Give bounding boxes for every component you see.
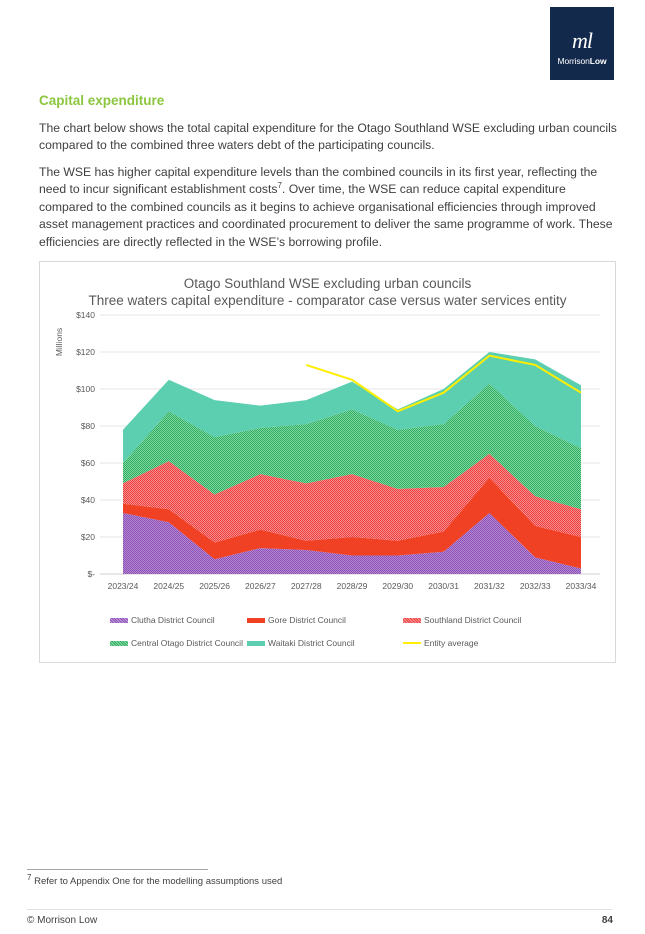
legend-item-clutha: Clutha District Council <box>110 615 215 625</box>
chart-title: Otago Southland WSE excluding urban coun… <box>183 276 472 291</box>
chart-legend: Clutha District Council Gore District Co… <box>40 612 615 652</box>
area-gore <box>123 477 581 569</box>
legend-swatch-clutha <box>110 617 128 623</box>
legend-item-gore: Gore District Council <box>247 615 346 625</box>
x-tick-label: 2025/26 <box>199 581 230 591</box>
legend-item-entity-average: Entity average <box>403 638 478 648</box>
entity-average-line <box>305 354 582 413</box>
legend-swatch-waitaki <box>247 640 265 646</box>
x-tick-label: 2028/29 <box>337 581 368 591</box>
x-tick-label: 2023/24 <box>108 581 139 591</box>
x-tick-label: 2024/25 <box>153 581 184 591</box>
logo-wordmark: MorrisonLow <box>557 55 607 66</box>
y-tick-label: $60 <box>81 458 95 468</box>
x-tick-label: 2026/27 <box>245 581 276 591</box>
chart-plot-area: $- $20 $40 $60 $80 $100 $120 $140 2023/24 2024/2… <box>54 310 600 591</box>
footnote-ref[interactable]: 7 <box>277 181 282 191</box>
page-number: 84 <box>601 915 613 926</box>
y-tick-label: $140 <box>76 310 95 320</box>
y-tick-label: $40 <box>81 495 95 505</box>
x-tick-label: 2032/33 <box>520 581 551 591</box>
x-tick-label: 2031/32 <box>474 581 505 591</box>
y-tick-label: $- <box>87 569 95 579</box>
legend-swatch-central-otago <box>110 640 128 646</box>
stacked-areas <box>123 352 581 574</box>
legend-item-central-otago: Central Otago District Council <box>110 638 243 648</box>
x-tick-label: 2033/34 <box>566 581 597 591</box>
legend-swatch-entity-average <box>403 642 421 644</box>
area-waitaki <box>123 352 581 463</box>
y-tick-label: $20 <box>81 532 95 542</box>
x-tick-label: 2030/31 <box>428 581 459 591</box>
area-southland <box>123 453 581 543</box>
legend-swatch-gore <box>247 617 265 623</box>
area-central-otago <box>123 383 581 510</box>
footer-copyright: © Morrison Low <box>27 915 98 926</box>
line-entity-average <box>305 354 582 413</box>
logo-mark: ml <box>572 27 593 53</box>
y-axis-title: Millions <box>54 328 64 356</box>
footnote-divider <box>27 869 208 870</box>
chart-subtitle: Three waters capital expenditure - compa… <box>88 293 567 308</box>
footer-divider <box>27 909 612 910</box>
paragraph-intro: The chart below shows the total capital … <box>39 121 617 153</box>
footnote: 7 Refer to Appendix One for the modellin… <box>27 872 283 887</box>
morrison-low-logo: ml MorrisonLow <box>550 7 614 80</box>
legend-item-waitaki: Waitaki District Council <box>247 638 355 648</box>
area-clutha <box>123 512 581 574</box>
x-tick-label: 2027/28 <box>291 581 322 591</box>
y-tick-label: $100 <box>76 384 95 394</box>
legend-swatch-southland <box>403 617 421 623</box>
y-tick-label: $80 <box>81 421 95 431</box>
paragraph-efficiencies: The WSE has higher capital expenditure l… <box>39 165 613 249</box>
section-heading: Capital expenditure <box>39 93 165 108</box>
x-axis-labels: 2023/24 2024/25 2025/26 2026/27 2027/28 2028/… <box>108 581 597 591</box>
capex-chart: Otago Southland WSE excluding urban coun… <box>39 261 616 663</box>
legend-item-southland: Southland District Council <box>403 615 521 625</box>
y-axis-labels: $- $20 $40 $60 $80 $100 $120 $140 <box>76 310 95 579</box>
x-tick-label: 2029/30 <box>382 581 413 591</box>
y-tick-label: $120 <box>76 347 95 357</box>
